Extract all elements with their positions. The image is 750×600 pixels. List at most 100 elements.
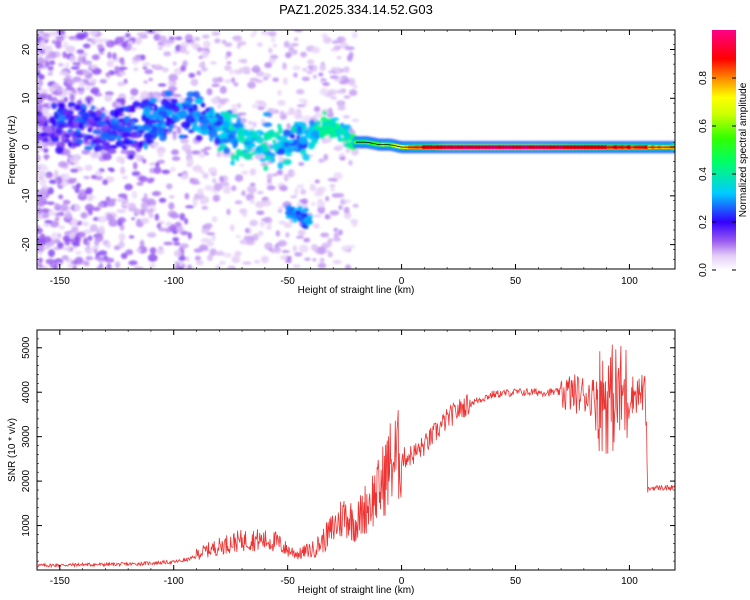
spectrogram-cell: [199, 169, 205, 175]
spectrogram-cell: [43, 148, 49, 153]
spectrogram-cell: [335, 144, 345, 149]
spectrogram-cell: [87, 235, 93, 241]
spectrogram-cell: [163, 241, 174, 246]
spectrogram-cell: [305, 133, 314, 138]
spectrogram-cell: [253, 65, 259, 70]
spectrogram-cell: [301, 213, 307, 219]
spectrogram-cell: [318, 158, 325, 164]
spectrogram-cell: [319, 64, 326, 72]
spectrogram-cell: [120, 252, 128, 259]
spectrogram-cell: [186, 264, 193, 269]
spectrogram-cell: [345, 148, 351, 154]
spectrogram-cell: [105, 40, 115, 48]
spectrogram-cell: [202, 40, 211, 49]
spectrogram-cell: [187, 232, 192, 240]
spectrogram-cell: [207, 129, 218, 137]
spectrogram-cell: [129, 96, 136, 101]
spectrogram-cell: [109, 168, 115, 173]
spectrogram-cell: [47, 142, 56, 146]
spectrogram-cell: [142, 61, 151, 67]
spectrogram-cell: [282, 129, 291, 138]
spectrogram-cell: [344, 46, 355, 51]
spectrogram-cell: [277, 101, 286, 106]
spectrogram-cell: [292, 245, 298, 253]
spectrogram-cell: [255, 137, 265, 144]
spectrogram-cell: [318, 129, 329, 137]
spectrogram-cell: [222, 175, 229, 182]
spectrogram-cell: [69, 94, 75, 102]
spectrogram-cell: [168, 36, 176, 41]
spectrogram-cell: [75, 116, 84, 123]
spectrogram-cell: [51, 118, 57, 127]
spectrogram-cell: [312, 223, 320, 229]
colorbar-gradient: [712, 30, 736, 270]
spectrogram-cell: [161, 67, 169, 73]
spectrogram-cell: [131, 171, 141, 177]
spectrogram-cell: [254, 100, 265, 104]
spectrogram-x-label: Height of straight line (km): [298, 285, 415, 296]
spectrogram-cell: [343, 206, 350, 214]
spectrogram-cell: [201, 228, 210, 235]
spectrogram-cell: [294, 252, 303, 257]
spectrogram-cell: [54, 212, 61, 217]
spectrogram-cell: [302, 207, 309, 213]
spectrogram-cell: [61, 255, 68, 260]
spectrogram-cell: [339, 156, 346, 161]
spectrogram-cell: [219, 132, 230, 140]
spectrogram-cell: [262, 122, 273, 128]
spectrogram-ridge: [353, 140, 675, 150]
spectrogram-cell: [171, 93, 182, 98]
spectrogram-cell: [330, 186, 336, 192]
spectrogram-cell: [165, 221, 172, 227]
spectrogram-cell: [77, 134, 83, 139]
x-tick-label: 50: [510, 276, 522, 287]
spectrogram-cell: [108, 134, 116, 140]
spectrogram-cell: [333, 172, 343, 180]
spectrogram-cell: [338, 205, 343, 210]
spectrogram-cell: [309, 185, 317, 192]
spectrogram-cell: [41, 208, 50, 213]
spectrogram-cell: [342, 124, 352, 130]
spectrogram-cell: [89, 224, 98, 232]
spectrogram-cell: [65, 148, 71, 157]
spectrogram-cell: [179, 45, 187, 54]
spectrogram-cell: [179, 213, 186, 221]
spectrogram-cell: [228, 266, 234, 269]
spectrogram-cell: [289, 133, 296, 139]
spectrogram-cell: [143, 142, 149, 150]
spectrogram-cell: [279, 110, 286, 118]
spectrogram-cell: [301, 198, 309, 205]
spectrogram-cell: [230, 160, 235, 166]
spectrogram-cell: [37, 79, 44, 87]
spectrogram-cell: [136, 248, 142, 253]
spectrogram-cell: [118, 66, 128, 70]
spectrogram-cell: [351, 118, 360, 123]
spectrogram-cell: [108, 144, 118, 150]
spectrogram-cell: [192, 199, 198, 207]
colorbar-tick-label: 0.8: [698, 71, 709, 85]
spectrogram-cell: [163, 104, 172, 109]
spectrogram-cell: [228, 134, 234, 140]
spectrogram-cell: [105, 72, 112, 77]
spectrogram-cell: [172, 237, 180, 242]
spectrogram-cell: [247, 81, 256, 89]
spectrogram-cell: [201, 50, 209, 59]
spectrogram-cell: [190, 181, 201, 185]
spectrogram-cell: [74, 203, 81, 212]
y-tick-label: 4000: [21, 381, 32, 404]
spectrogram-cell: [57, 242, 64, 249]
spectrogram-cell: [104, 257, 115, 263]
spectrogram-cell: [238, 67, 243, 75]
spectrogram-cell: [311, 130, 320, 138]
spectrogram-cell: [206, 232, 216, 236]
spectrogram-cell: [93, 247, 98, 254]
spectrogram-ridge-line: [356, 141, 675, 148]
spectrogram-cell: [78, 189, 87, 197]
spectrogram-cell: [98, 51, 105, 55]
spectrogram-cell: [195, 260, 204, 266]
spectrogram-cell: [229, 68, 234, 75]
spectrogram-cell: [163, 51, 172, 57]
spectrogram-cell: [71, 142, 81, 147]
spectrogram-cell: [140, 217, 150, 224]
